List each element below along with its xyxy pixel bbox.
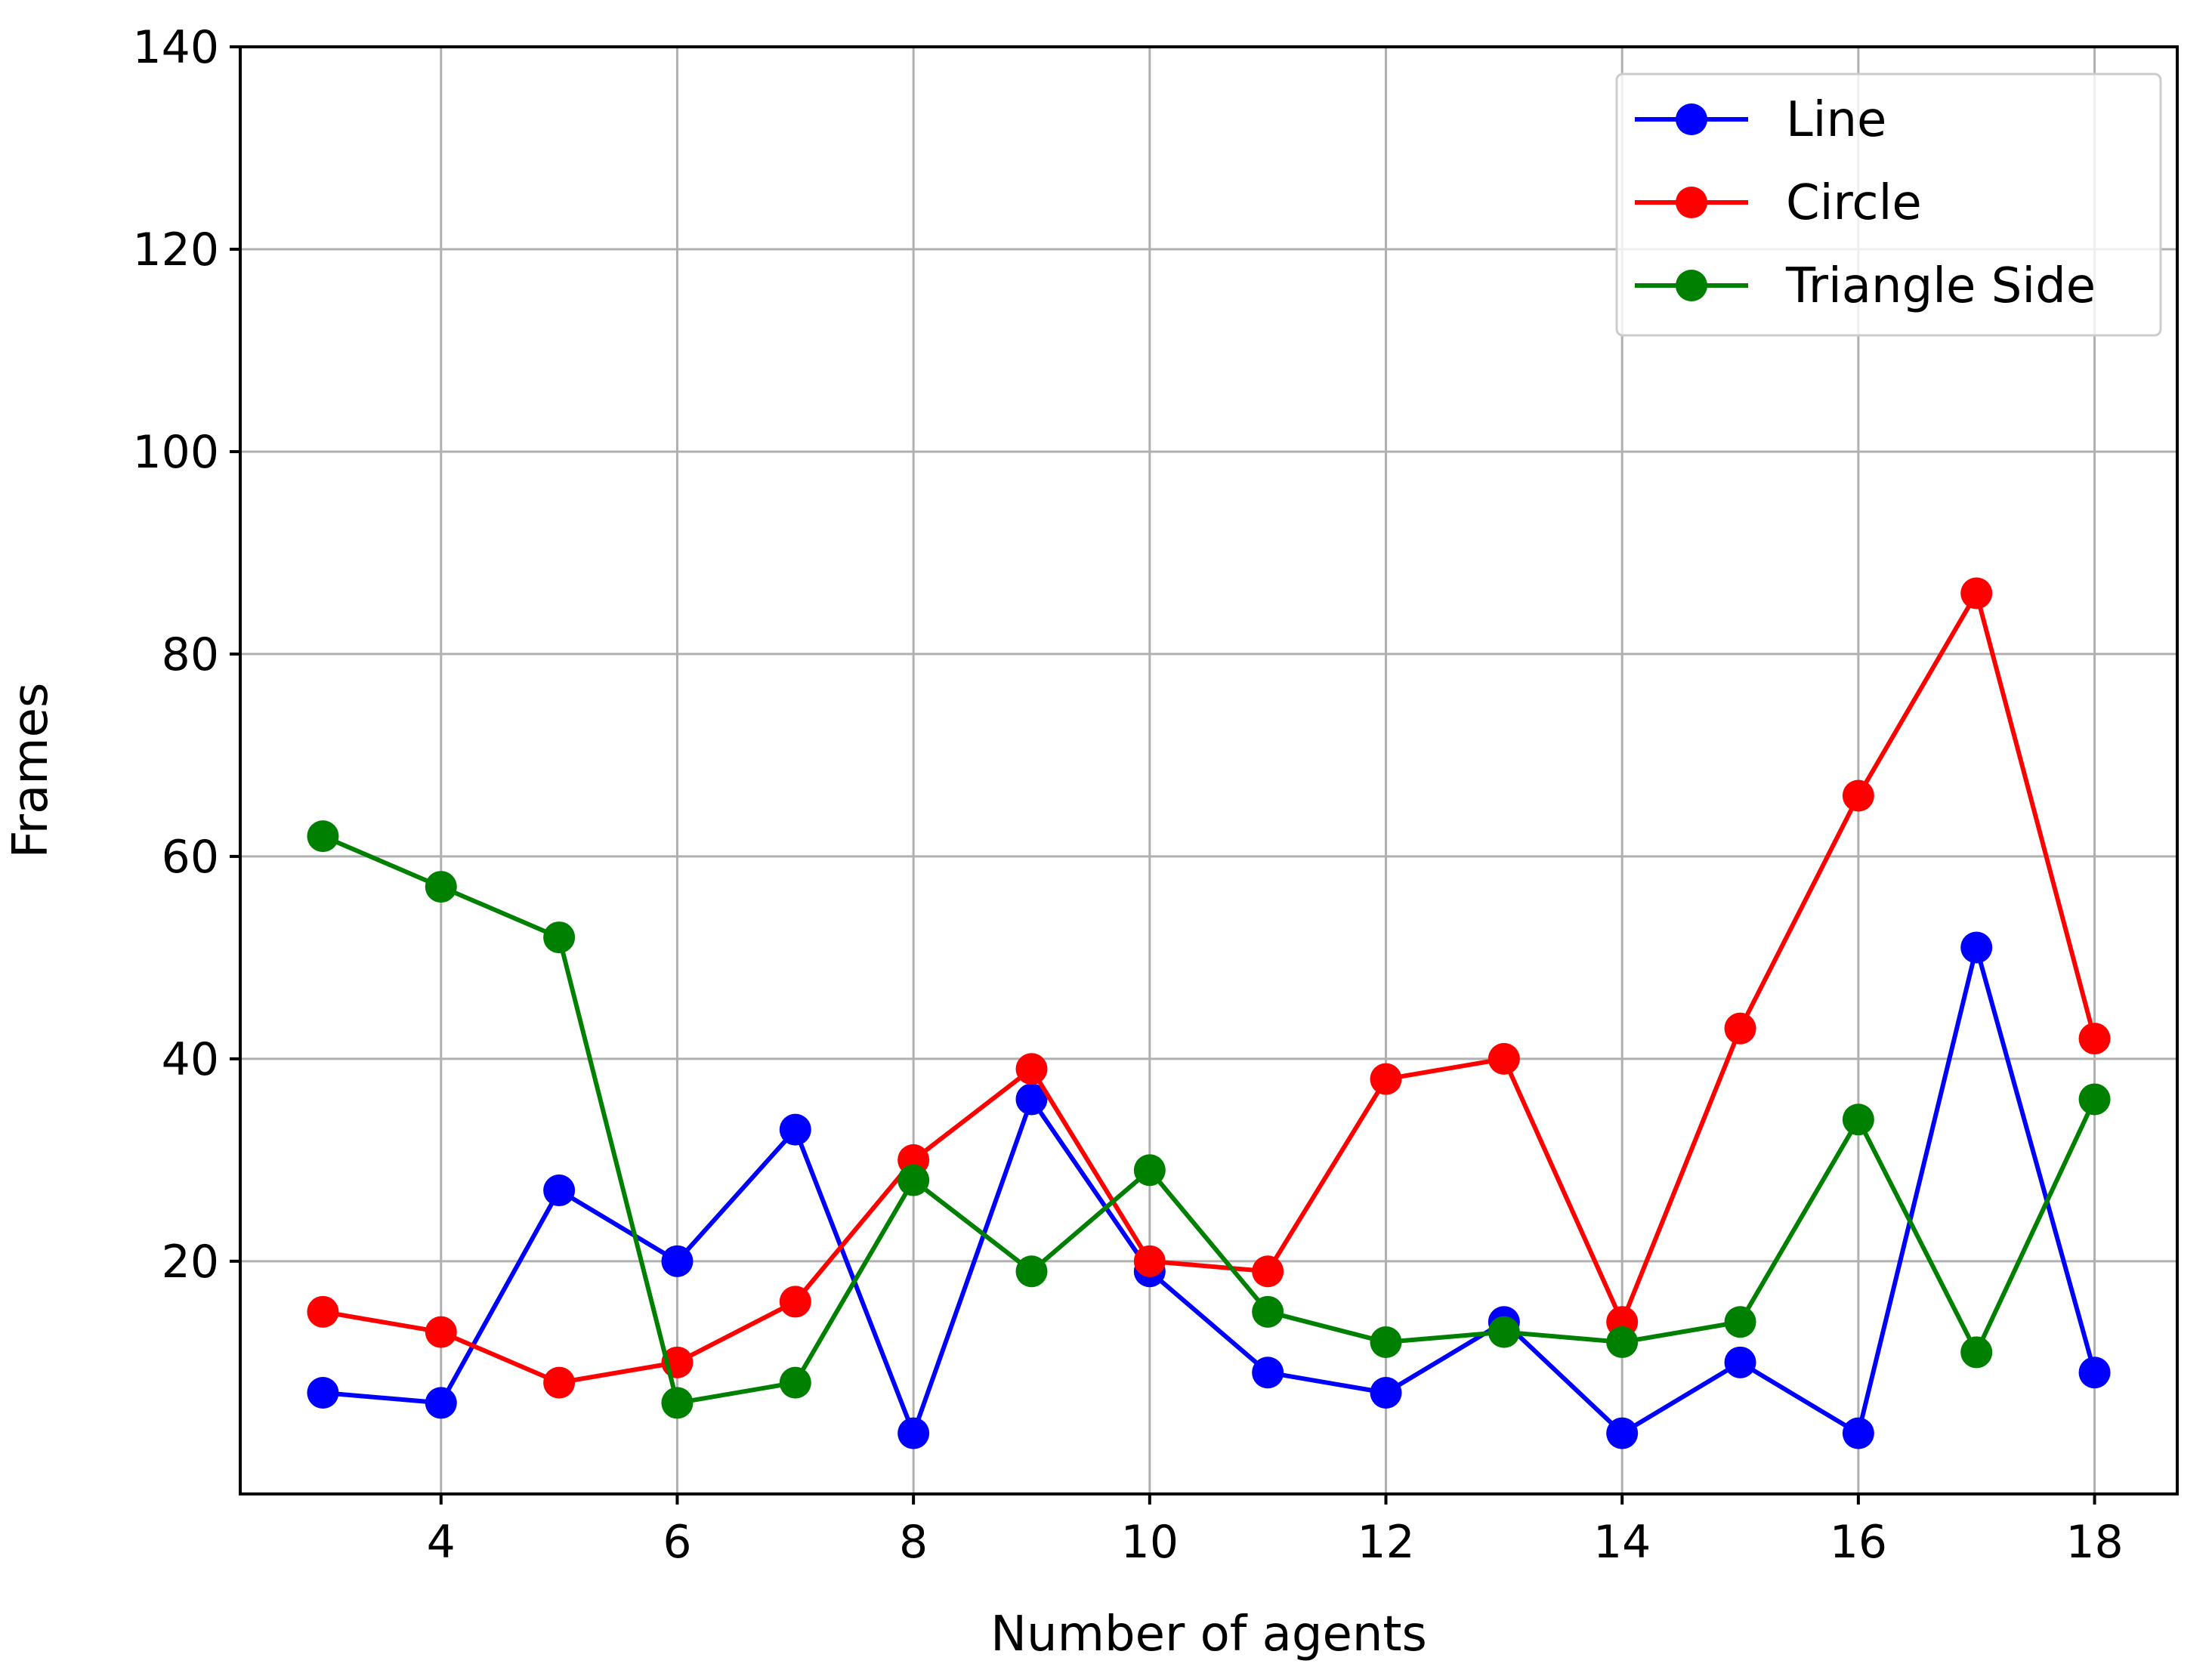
data-point <box>543 1174 576 1207</box>
x-tick-label: 8 <box>899 1516 928 1569</box>
data-point <box>2078 1023 2111 1055</box>
legend-label: Triangle Side <box>1785 258 2096 314</box>
series-line <box>322 834 2097 1406</box>
data-point <box>661 1387 694 1419</box>
y-tick-label: 80 <box>162 628 219 681</box>
legend-item: Line <box>1635 92 1886 148</box>
data-point <box>1724 1346 1756 1378</box>
series-circle <box>307 577 2111 1399</box>
legend-item: Triangle Side <box>1635 258 2096 314</box>
data-point <box>1606 1326 1639 1359</box>
data-point <box>425 1387 457 1419</box>
data-point <box>1960 931 1993 964</box>
series-line <box>322 591 2097 1385</box>
data-point <box>1133 1154 1166 1187</box>
data-point <box>2078 1357 2111 1389</box>
plot-area-frame <box>239 45 2179 1495</box>
data-point <box>1370 1326 1402 1359</box>
ticks-layer: 4 6 8 10 12 14 16 18 20 40 60 80 100 120 140 <box>132 21 2123 1569</box>
x-tick-label: 6 <box>663 1516 691 1569</box>
data-point <box>1370 1063 1402 1095</box>
y-axis-title: Frames <box>3 683 59 859</box>
data-point <box>1015 1083 1048 1116</box>
y-tick-label: 120 <box>132 224 219 276</box>
data-point <box>1252 1295 1284 1328</box>
legend-label: Circle <box>1786 175 1922 231</box>
series-triangle-side <box>307 820 2111 1419</box>
legend-box <box>1615 73 2162 337</box>
data-point <box>779 1286 811 1318</box>
series-line <box>307 931 2111 1449</box>
data-point <box>2078 1083 2111 1116</box>
legend-marker <box>1676 103 1707 135</box>
x-tick-label: 4 <box>427 1516 456 1569</box>
series-layer <box>307 577 2111 1449</box>
data-point <box>1842 779 1874 812</box>
data-point <box>1252 1357 1284 1389</box>
x-tick-label: 16 <box>1830 1516 1887 1569</box>
x-tick-label: 10 <box>1121 1516 1179 1569</box>
data-point <box>1960 1336 1993 1369</box>
data-point <box>779 1366 811 1399</box>
x-tick-label: 12 <box>1357 1516 1414 1569</box>
legend: Line Circle Triangle Side <box>1615 73 2162 337</box>
data-point <box>1842 1103 1874 1136</box>
legend-marker <box>1676 270 1707 301</box>
data-point <box>661 1245 694 1277</box>
data-point <box>1724 1012 1756 1045</box>
data-point <box>1252 1255 1284 1288</box>
data-point <box>1015 1255 1048 1288</box>
legend-label: Line <box>1786 92 1886 148</box>
data-point <box>1960 577 1993 610</box>
data-point <box>307 1377 339 1409</box>
data-point <box>779 1113 811 1146</box>
data-point <box>897 1164 930 1196</box>
data-point <box>425 871 457 903</box>
x-axis-title: Number of agents <box>990 1607 1427 1662</box>
legend-item: Circle <box>1635 175 1922 231</box>
data-point <box>1015 1053 1048 1085</box>
y-tick-label: 100 <box>132 426 219 479</box>
series-line <box>323 945 2097 1436</box>
data-point <box>1842 1417 1874 1449</box>
data-point <box>1724 1306 1756 1338</box>
x-tick-label: 14 <box>1593 1516 1651 1569</box>
y-tick-label: 20 <box>162 1236 219 1289</box>
y-tick-label: 40 <box>162 1033 219 1086</box>
data-point <box>1133 1245 1166 1277</box>
data-point <box>307 1295 339 1328</box>
x-tick-label: 18 <box>2065 1516 2123 1569</box>
data-point <box>1488 1316 1520 1348</box>
y-tick-label: 140 <box>132 21 219 74</box>
data-point <box>543 1366 576 1399</box>
data-point <box>543 921 576 954</box>
data-point <box>1370 1377 1402 1409</box>
y-tick-label: 60 <box>162 831 219 884</box>
data-point <box>307 820 339 853</box>
data-point <box>1488 1042 1520 1075</box>
data-point <box>425 1316 457 1348</box>
data-point <box>897 1417 930 1449</box>
legend-marker <box>1676 187 1707 218</box>
data-point <box>1606 1417 1639 1449</box>
